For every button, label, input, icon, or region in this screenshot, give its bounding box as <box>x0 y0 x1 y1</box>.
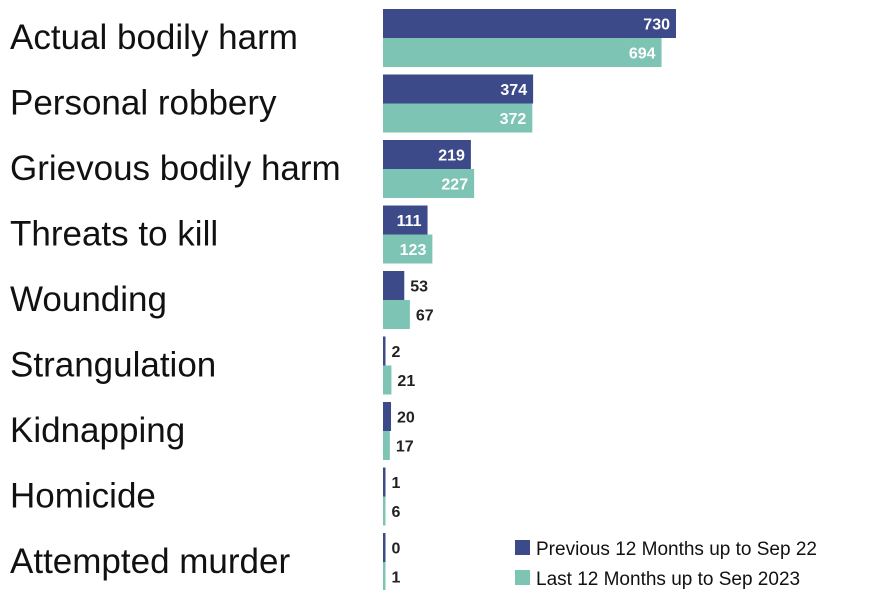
category-label-strangulation: Strangulation <box>10 346 216 385</box>
bar-last-grievous-bodily-harm <box>383 169 475 198</box>
value-label-previous-kidnapping: 20 <box>397 410 415 427</box>
category-label-actual-bodily-harm: Actual bodily harm <box>10 18 298 57</box>
category-label-wounding: Wounding <box>10 280 167 319</box>
value-labels: 730 694 374 372 219 227 111 123 53 67 2 21 20 17 1 6 0 1 <box>392 17 671 587</box>
bar-last-personal-robbery <box>383 103 533 133</box>
value-label-previous-wounding: 53 <box>410 279 428 296</box>
bar-last-attempted-murder <box>383 562 386 590</box>
bar-previous-actual-bodily-harm <box>383 9 676 38</box>
bars <box>383 9 676 590</box>
bar-last-strangulation <box>383 365 392 395</box>
legend-label-last: Last 12 Months up to Sep 2023 <box>536 569 800 590</box>
value-label-last-strangulation: 21 <box>397 373 415 390</box>
value-label-previous-grievous-bodily-harm: 219 <box>438 148 465 165</box>
value-label-last-kidnapping: 17 <box>396 439 414 456</box>
value-label-previous-actual-bodily-harm: 730 <box>643 17 670 34</box>
value-label-last-attempted-murder: 1 <box>392 570 401 587</box>
bar-previous-personal-robbery <box>383 74 534 104</box>
category-label-kidnapping: Kidnapping <box>10 411 185 450</box>
legend-label-previous: Previous 12 Months up to Sep 22 <box>536 539 817 560</box>
legend-swatch-previous <box>515 540 530 555</box>
bar-last-actual-bodily-harm <box>383 38 662 67</box>
value-label-previous-attempted-murder: 0 <box>392 541 401 558</box>
bar-previous-strangulation <box>383 336 386 366</box>
value-label-last-homicide: 6 <box>392 504 401 521</box>
bar-previous-threats-to-kill <box>383 205 428 235</box>
category-label-grievous-bodily-harm: Grievous bodily harm <box>10 149 341 188</box>
category-label-attempted-murder: Attempted murder <box>10 542 290 581</box>
bar-previous-wounding <box>383 271 405 300</box>
bar-last-threats-to-kill <box>383 234 433 264</box>
category-label-personal-robbery: Personal robbery <box>10 84 277 123</box>
bar-previous-attempted-murder <box>383 533 386 562</box>
value-label-last-wounding: 67 <box>416 308 434 325</box>
value-label-last-threats-to-kill: 123 <box>400 242 427 259</box>
value-label-last-grievous-bodily-harm: 227 <box>441 177 468 194</box>
bar-last-wounding <box>383 300 410 329</box>
value-label-last-actual-bodily-harm: 694 <box>629 46 656 63</box>
bar-previous-homicide <box>383 467 386 497</box>
value-label-previous-threats-to-kill: 111 <box>397 213 422 230</box>
value-label-previous-homicide: 1 <box>392 475 401 492</box>
value-label-previous-strangulation: 2 <box>392 344 401 361</box>
legend-swatch-last <box>515 570 530 585</box>
bar-last-kidnapping <box>383 431 390 460</box>
value-label-previous-personal-robbery: 374 <box>500 82 527 99</box>
category-label-homicide: Homicide <box>10 477 156 516</box>
legend: Previous 12 Months up to Sep 22 Last 12 … <box>515 539 817 590</box>
bar-last-homicide <box>383 496 386 526</box>
category-label-threats-to-kill: Threats to kill <box>10 215 218 254</box>
category-labels: Actual bodily harm Personal robbery Grievo… <box>10 18 341 581</box>
bar-previous-grievous-bodily-harm <box>383 140 471 169</box>
value-label-last-personal-robbery: 372 <box>500 111 527 128</box>
bar-previous-kidnapping <box>383 402 392 431</box>
